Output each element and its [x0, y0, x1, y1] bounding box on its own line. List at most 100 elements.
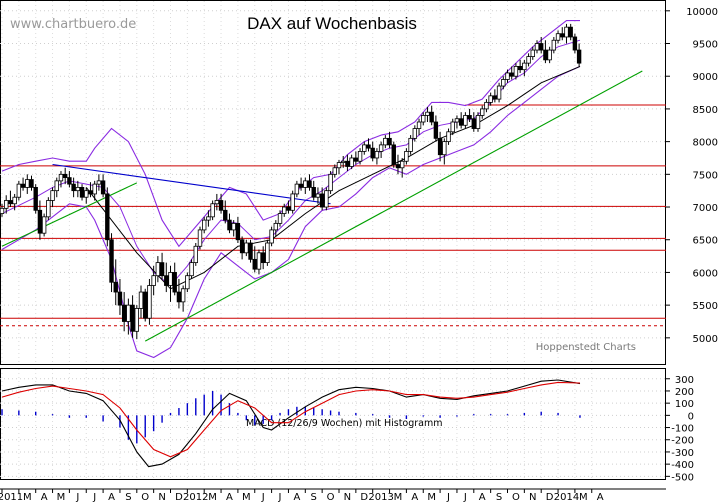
candle-body [437, 137, 443, 156]
candle-body [572, 36, 578, 51]
candle-body [282, 206, 287, 214]
candle-body [475, 115, 481, 129]
candle-body [458, 118, 464, 126]
x-tick-label: A [479, 492, 486, 503]
candle-body [568, 26, 573, 38]
candle-body [210, 203, 215, 218]
candle-body [138, 291, 144, 309]
candle-body [543, 49, 548, 61]
candle-body [113, 281, 118, 293]
x-tick-label: S [496, 492, 502, 503]
candle-body [100, 180, 106, 195]
signal-line [1, 381, 581, 458]
candle-body [513, 66, 519, 77]
candle-body [463, 115, 468, 126]
candle-body [412, 128, 418, 139]
candle-body [117, 291, 123, 306]
candle-body [67, 177, 72, 185]
candle-body [4, 200, 9, 209]
candle-body [214, 200, 220, 205]
candle-body [88, 190, 93, 195]
macd-tick-label: 100 [675, 399, 694, 410]
candle-body [336, 162, 342, 169]
candle-body [239, 239, 245, 254]
candle-body [560, 33, 565, 38]
x-tick-label: J [92, 492, 96, 503]
x-tick-label: A [597, 492, 604, 503]
price-grid [0, 1, 666, 364]
x-tick-label: 2011 [0, 492, 23, 503]
candle-body [534, 43, 540, 51]
candle-body [425, 111, 430, 116]
candle-body [273, 222, 279, 231]
x-tick-label: M [579, 492, 588, 503]
macd-tick-label: 300 [675, 375, 694, 386]
candle-body [433, 121, 439, 139]
candle-body [492, 95, 498, 100]
candle-body [311, 187, 316, 198]
candle-body [235, 222, 241, 241]
macd-lines [1, 379, 581, 468]
macd-tick-label: 0 [688, 411, 694, 422]
candle-body [539, 43, 544, 51]
candle-body [484, 101, 489, 110]
x-tick-label: D [175, 492, 183, 503]
candle-body [12, 196, 17, 205]
x-tick-label: J [463, 492, 467, 503]
price-tick-label: 8500 [693, 105, 718, 116]
candle-body [218, 200, 224, 211]
candle-body [530, 49, 535, 57]
chart-title: DAX auf Wochenbasis [247, 14, 417, 33]
candle-body [467, 115, 472, 120]
candle-body [20, 183, 26, 188]
candle-body [370, 147, 375, 159]
x-tick-label: O [327, 492, 335, 503]
candle-body [227, 219, 232, 231]
macd-tick-label: -500 [671, 472, 694, 483]
candle-body [130, 304, 135, 332]
candle-body [197, 229, 203, 247]
x-tick-label: M [427, 492, 436, 503]
x-tick-label: A [226, 492, 233, 503]
x-tick-label: M [208, 492, 217, 503]
x-tick-label: O [512, 492, 520, 503]
candle-body [33, 187, 38, 211]
x-tick-label: J [278, 492, 282, 503]
candle-body [256, 252, 262, 270]
macd-tick-label: -200 [671, 436, 694, 447]
candle-body [29, 179, 34, 188]
candle-body [50, 190, 55, 201]
candle-body [391, 144, 396, 165]
candle-body [147, 285, 152, 319]
macd-tick-label: 200 [675, 387, 694, 398]
candle-body [46, 200, 51, 218]
candle-body [564, 26, 569, 38]
candle-body [505, 72, 510, 80]
candle-body [71, 183, 76, 192]
candle-body [298, 183, 304, 188]
candle-body [105, 193, 110, 241]
candle-body [319, 193, 325, 208]
macd-grid [0, 369, 666, 480]
candle-body [168, 272, 173, 286]
price-tick-label: 6500 [693, 236, 718, 247]
candle-body [252, 258, 257, 270]
candle-body [176, 291, 182, 303]
candle-body [92, 183, 97, 195]
moving-average-line [85, 65, 581, 290]
candle-body [509, 72, 514, 77]
watermark-text: www.chartbuero.de [10, 17, 136, 32]
candle-body [366, 144, 371, 149]
x-tick-label: D [546, 492, 554, 503]
candle-body [353, 157, 359, 162]
macd-annotation: MACD (12/26/9 Wochen) mit Histogramm [246, 418, 443, 429]
candle-body [16, 183, 22, 198]
price-tick-label: 5500 [693, 301, 718, 312]
candle-body [155, 262, 161, 277]
candle-body [383, 137, 388, 146]
candle-body [526, 56, 531, 64]
candle-body [79, 187, 85, 198]
candle-body [496, 85, 502, 100]
x-tick-label: A [108, 492, 115, 503]
